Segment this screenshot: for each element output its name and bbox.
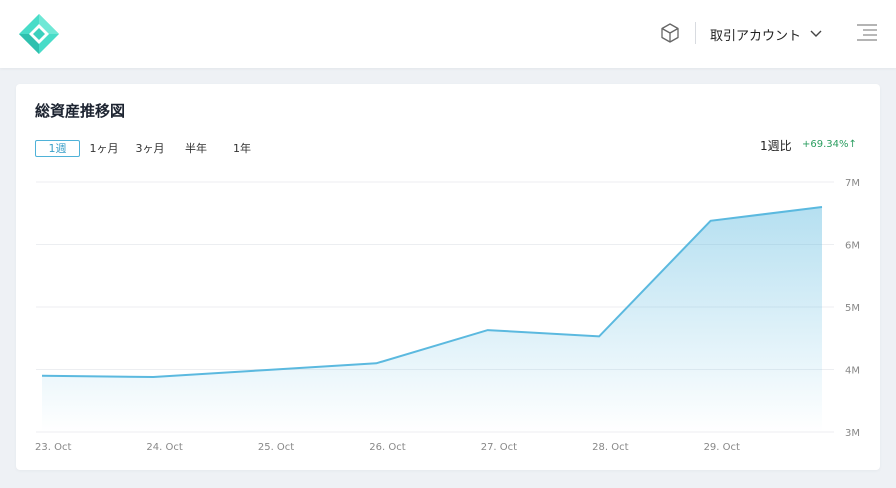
y-tick-label: 4M <box>845 366 860 377</box>
y-tick-label: 6M <box>845 241 860 252</box>
logo-diamond-icon[interactable] <box>17 12 61 56</box>
series-area <box>42 207 822 432</box>
hamburger-menu-icon[interactable] <box>856 22 878 44</box>
y-tick-label: 3M <box>845 428 860 439</box>
period-tabs: 1週 1ヶ月 3ヶ月 半年 1年 <box>35 140 264 157</box>
asset-trend-chart: 3M 4M 5M 6M 7M 23. Oct 24. Oct 25. Oct 26. Oct 27… <box>35 178 860 453</box>
period-tab-1month[interactable]: 1ヶ月 <box>89 142 119 155</box>
x-tick-label: 29. Oct <box>704 442 740 453</box>
change-label: 1週比 <box>760 139 792 153</box>
y-tick-label: 5M <box>845 303 860 314</box>
x-tick-label: 25. Oct <box>258 442 294 453</box>
x-tick-label: 28. Oct <box>592 442 628 453</box>
account-menu-label: 取引アカウント <box>710 28 802 44</box>
top-header: 取引アカウント <box>0 0 896 68</box>
chevron-down-icon <box>810 30 822 37</box>
header-divider <box>695 22 696 44</box>
x-tick-label: 23. Oct <box>35 442 71 453</box>
change-value: +69.34%↑ <box>802 139 857 150</box>
period-tab-1year[interactable]: 1年 <box>233 142 251 155</box>
y-tick-label: 7M <box>845 178 860 189</box>
card-title: 総資産推移図 <box>35 102 126 120</box>
account-menu-dropdown[interactable]: 取引アカウント <box>710 22 823 46</box>
asset-chart-card: 総資産推移図 1週 1ヶ月 3ヶ月 半年 1年 1週比 +69.34%↑ 3M 4… <box>16 84 880 470</box>
cube-icon[interactable] <box>658 21 682 45</box>
x-tick-label: 26. Oct <box>369 442 405 453</box>
period-tab-half-year[interactable]: 半年 <box>185 142 207 155</box>
period-tab-3months[interactable]: 3ヶ月 <box>135 142 165 155</box>
x-tick-label: 27. Oct <box>481 442 517 453</box>
period-tab-1week[interactable]: 1週 <box>35 140 80 157</box>
series-line <box>41 206 823 379</box>
x-tick-label: 24. Oct <box>146 442 182 453</box>
